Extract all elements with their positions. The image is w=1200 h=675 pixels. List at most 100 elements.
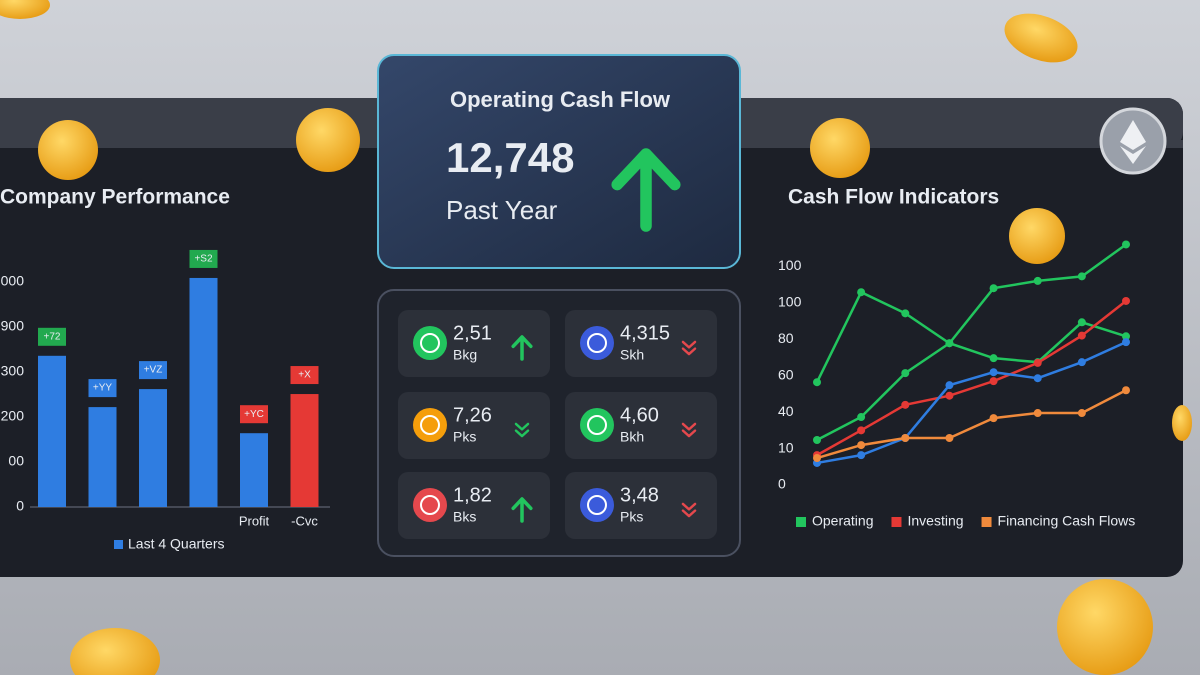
tile (565, 392, 717, 459)
tile-icon-ring (420, 415, 440, 435)
series-line (816, 243, 1127, 442)
legend-swatch (891, 517, 902, 527)
tile-label: Bkg (453, 347, 477, 363)
tile-label: Bks (453, 509, 476, 525)
tile-label: Bkh (620, 429, 644, 445)
top-card-trend (611, 148, 681, 232)
tile-value: 4,315 (620, 322, 670, 344)
bar-tag-text: +YY (93, 383, 113, 394)
bar-tag (189, 249, 218, 268)
legend-swatch (981, 517, 992, 527)
bar-tag (139, 361, 167, 380)
point (901, 433, 910, 442)
coin (0, 0, 50, 19)
tile-icon (580, 326, 614, 360)
tile-label: Pks (453, 429, 476, 445)
tile-trend (511, 497, 533, 523)
series-line (815, 290, 1127, 383)
bar-tag (240, 405, 268, 424)
point (1122, 338, 1130, 347)
coin (1004, 13, 1078, 63)
legend-swatch (796, 517, 806, 527)
point (857, 413, 866, 422)
series-line (816, 299, 1127, 457)
bar-tag (88, 379, 117, 398)
legend-label: Last 4 Quarters (128, 536, 225, 552)
bar (88, 407, 117, 507)
y-tick-label: 10 (778, 439, 794, 455)
tile-icon-ring (587, 333, 607, 353)
bar-tag-text: +72 (44, 331, 61, 342)
tile-trend (681, 340, 697, 356)
point (945, 381, 954, 390)
point (857, 288, 866, 297)
tile-icon (413, 326, 447, 360)
bar (240, 433, 268, 507)
bar-chart-title: Company Performance (0, 186, 230, 209)
tile (398, 392, 550, 459)
point (945, 391, 954, 400)
bar (38, 355, 66, 507)
bar-tag-text: +YC (244, 409, 264, 420)
tile-value: 7,26 (453, 404, 492, 426)
legend-label: Investing (907, 513, 963, 529)
y-tick-label: 60 (778, 366, 794, 382)
point (1122, 386, 1130, 395)
tile-icon (580, 488, 614, 522)
y-tick-label: 40 (778, 403, 794, 419)
tile-icon-ring (420, 333, 440, 353)
point (901, 309, 910, 318)
point (813, 435, 821, 444)
tile-icon (413, 488, 447, 522)
y-tick-label: 300 (1, 363, 25, 379)
tile-value: 1,82 (453, 484, 492, 506)
tiles: 2,51 Bkg 4,315 Skh 7,26 Pks 4,60 Bkh 1,82 Bks 3,48… (398, 310, 717, 539)
coin (38, 120, 98, 180)
point (1077, 272, 1086, 281)
tile-value: 3,48 (620, 484, 659, 506)
tile-trend (514, 422, 530, 438)
point (989, 284, 998, 293)
tile (398, 472, 550, 539)
tile-trend (681, 422, 697, 438)
point (1077, 409, 1086, 418)
tile-icon (413, 408, 447, 442)
point (901, 400, 910, 409)
y-tick-label: 80 (778, 330, 794, 346)
tile-icon-ring (420, 495, 440, 515)
coin (296, 108, 360, 172)
legend-swatch (114, 540, 123, 549)
point (813, 454, 821, 463)
point (989, 368, 998, 377)
point (1122, 332, 1130, 341)
top-card-caption: Past Year (446, 195, 558, 225)
tile-value: 4,60 (620, 404, 659, 426)
legend-label: Financing Cash Flows (998, 513, 1136, 529)
point (857, 441, 866, 450)
point (1122, 240, 1130, 249)
tile-label: Pks (620, 509, 643, 525)
legend-label: Operating (812, 513, 873, 529)
point (857, 426, 866, 435)
point (1033, 276, 1042, 285)
point (1033, 374, 1042, 383)
y-tick-label: 00 (8, 453, 24, 469)
coin (1057, 579, 1153, 675)
coin (1172, 405, 1192, 441)
tile (565, 310, 717, 377)
point (989, 414, 998, 423)
tile-trend (511, 335, 533, 361)
coin (810, 118, 870, 178)
bar-tag (38, 327, 66, 346)
point (989, 377, 998, 386)
point (813, 378, 821, 387)
y-tick-label: 200 (1, 408, 25, 424)
bar-tag-text: +X (298, 370, 311, 381)
tile (565, 472, 717, 539)
tile-icon (580, 408, 614, 442)
series-line (816, 340, 1127, 465)
y-tick-label: 0 (16, 498, 24, 514)
